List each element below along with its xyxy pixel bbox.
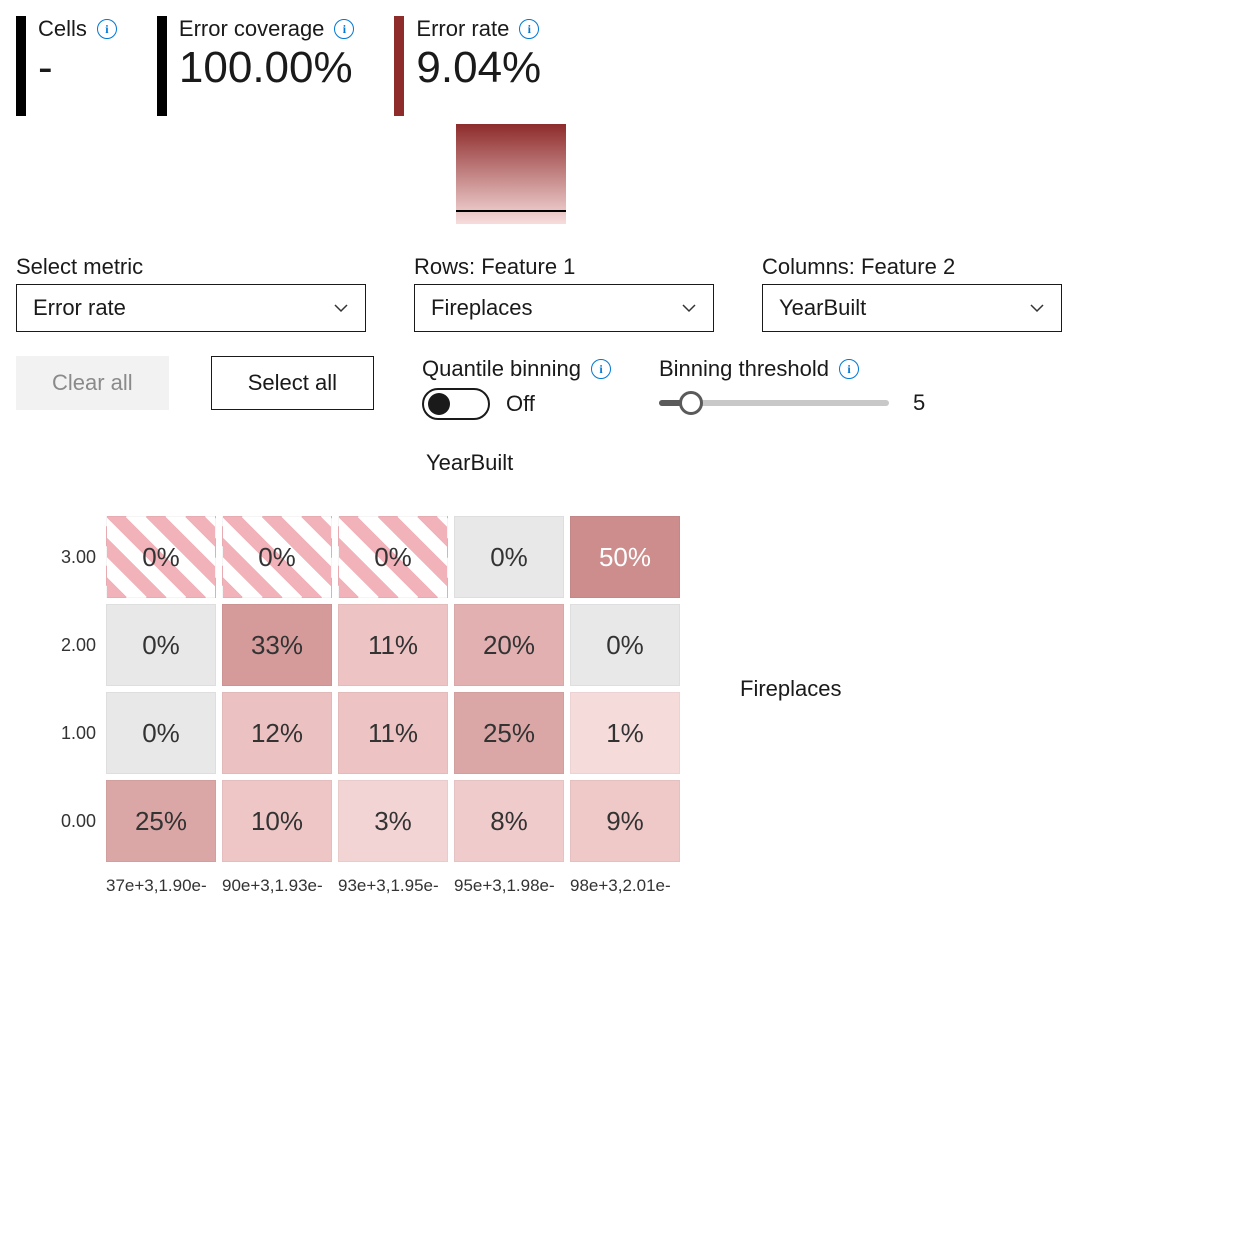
select-metric[interactable]: Error rate xyxy=(16,284,366,332)
chevron-down-icon xyxy=(333,300,349,316)
heatmap-cell[interactable]: 12% xyxy=(222,692,332,774)
heatmap-cell[interactable]: 0% xyxy=(222,516,332,598)
metric-error-rate-value: 9.04% xyxy=(416,44,541,92)
select-rows-value: Fireplaces xyxy=(431,295,532,321)
heatmap-cell[interactable]: 8% xyxy=(454,780,564,862)
quantile-binning-toggle[interactable] xyxy=(422,388,490,420)
select-all-label: Select all xyxy=(248,370,337,396)
heatmap-grid: 3.000%0%0%0%50%2.000%33%11%20%0%1.000%12… xyxy=(26,516,680,862)
metric-error-rate-label: Error rate xyxy=(416,16,509,42)
select-columns-value: YearBuilt xyxy=(779,295,866,321)
heatmap-y-label: 1.00 xyxy=(26,723,96,744)
heatmap-cell[interactable]: 0% xyxy=(570,604,680,686)
metrics-row: Cells i - Error coverage i 100.00% Error… xyxy=(16,16,1242,116)
heatmap-x-label: 90e+3,1.93e- xyxy=(222,876,338,896)
select-metric-value: Error rate xyxy=(33,295,126,321)
heatmap-cell[interactable]: 9% xyxy=(570,780,680,862)
heatmap-row: 1.00 0%12%11%25%1% xyxy=(26,692,680,774)
metric-cells-value: - xyxy=(38,44,117,92)
heatmap-cell[interactable]: 25% xyxy=(454,692,564,774)
quantile-binning-label: Quantile binning xyxy=(422,356,581,382)
controls-selects: Select metric Error rate Rows: Feature 1… xyxy=(16,254,1242,332)
heatmap: YearBuilt 3.000%0%0%0%50%2.000%33%11%20%… xyxy=(26,450,1242,896)
select-columns-label: Columns: Feature 2 xyxy=(762,254,1062,280)
heatmap-cell[interactable]: 3% xyxy=(338,780,448,862)
heatmap-y-label: 0.00 xyxy=(26,811,96,832)
binning-threshold-slider[interactable] xyxy=(659,391,889,415)
metric-cells: Cells i - xyxy=(16,16,117,116)
heatmap-x-label: 93e+3,1.95e- xyxy=(338,876,454,896)
color-legend xyxy=(456,124,566,224)
metric-error-coverage-value: 100.00% xyxy=(179,44,355,92)
heatmap-cell[interactable]: 0% xyxy=(454,516,564,598)
select-metric-label: Select metric xyxy=(16,254,366,280)
heatmap-cell[interactable]: 50% xyxy=(570,516,680,598)
heatmap-x-title: YearBuilt xyxy=(426,450,1242,476)
heatmap-y-label: 3.00 xyxy=(26,547,96,568)
heatmap-row: 3.000%0%0%0%50% xyxy=(26,516,680,598)
heatmap-x-label: 37e+3,1.90e- xyxy=(106,876,222,896)
slider-thumb[interactable] xyxy=(679,391,703,415)
heatmap-cell[interactable]: 10% xyxy=(222,780,332,862)
heatmap-cell[interactable]: 33% xyxy=(222,604,332,686)
quantile-binning-state: Off xyxy=(506,391,535,417)
info-icon[interactable]: i xyxy=(519,19,539,39)
info-icon[interactable]: i xyxy=(334,19,354,39)
heatmap-row: 2.000%33%11%20%0% xyxy=(26,604,680,686)
heatmap-cell[interactable]: 0% xyxy=(106,692,216,774)
metric-bar xyxy=(157,16,167,116)
toggle-knob xyxy=(428,393,450,415)
heatmap-cell[interactable]: 0% xyxy=(106,604,216,686)
heatmap-cell[interactable]: 25% xyxy=(106,780,216,862)
clear-all-button: Clear all xyxy=(16,356,169,410)
binning-threshold-label: Binning threshold xyxy=(659,356,829,382)
heatmap-y-label: 2.00 xyxy=(26,635,96,656)
heatmap-x-labels: 37e+3,1.90e-90e+3,1.93e-93e+3,1.95e-95e+… xyxy=(106,876,1242,896)
metric-error-coverage: Error coverage i 100.00% xyxy=(157,16,355,116)
select-rows[interactable]: Fireplaces xyxy=(414,284,714,332)
heatmap-x-label: 95e+3,1.98e- xyxy=(454,876,570,896)
clear-all-label: Clear all xyxy=(52,370,133,396)
chevron-down-icon xyxy=(681,300,697,316)
select-all-button[interactable]: Select all xyxy=(211,356,374,410)
info-icon[interactable]: i xyxy=(839,359,859,379)
heatmap-y-title: Fireplaces xyxy=(740,676,841,702)
controls-secondary: Clear all Select all Quantile binning i … xyxy=(16,356,1242,420)
metric-bar xyxy=(16,16,26,116)
info-icon[interactable]: i xyxy=(591,359,611,379)
heatmap-row: 0.00 25%10%3%8%9% xyxy=(26,780,680,862)
heatmap-cell[interactable]: 1% xyxy=(570,692,680,774)
heatmap-cell[interactable]: 0% xyxy=(106,516,216,598)
select-rows-label: Rows: Feature 1 xyxy=(414,254,714,280)
select-columns[interactable]: YearBuilt xyxy=(762,284,1062,332)
info-icon[interactable]: i xyxy=(97,19,117,39)
heatmap-cell[interactable]: 11% xyxy=(338,692,448,774)
metric-error-rate: Error rate i 9.04% xyxy=(394,16,541,116)
chevron-down-icon xyxy=(1029,300,1045,316)
metric-error-coverage-label: Error coverage xyxy=(179,16,325,42)
metric-bar xyxy=(394,16,404,116)
binning-threshold-value: 5 xyxy=(913,390,925,416)
heatmap-cell[interactable]: 11% xyxy=(338,604,448,686)
metric-cells-label: Cells xyxy=(38,16,87,42)
heatmap-cell[interactable]: 20% xyxy=(454,604,564,686)
heatmap-x-label: 98e+3,2.01e- xyxy=(570,876,686,896)
legend-swatch-wrap xyxy=(456,124,1242,224)
heatmap-cell[interactable]: 0% xyxy=(338,516,448,598)
